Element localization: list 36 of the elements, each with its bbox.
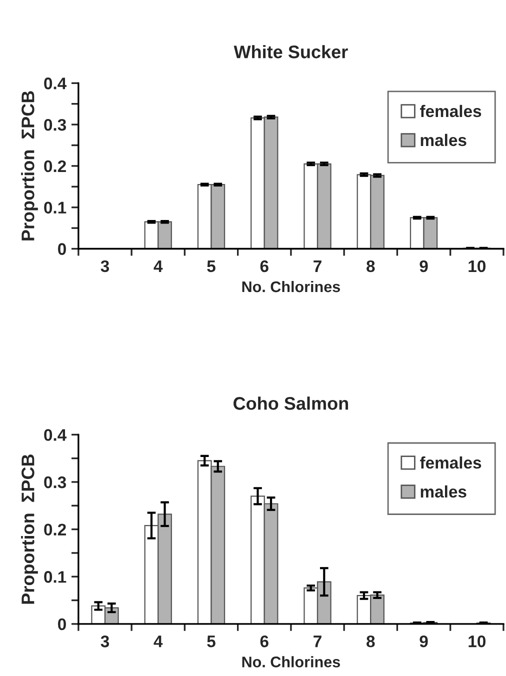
y-tick-label: 0 [58, 243, 66, 255]
legend-label: females [420, 104, 482, 118]
x-tick-label: 3 [100, 260, 110, 272]
x-tick-label: 5 [207, 260, 216, 272]
y-tick-label: 0.4 [44, 78, 67, 90]
x-tick-label: 10 [468, 260, 486, 272]
y-tick-label: 0.1 [44, 202, 66, 214]
x-tick-label: 7 [314, 636, 322, 648]
legend-label: males [420, 485, 466, 498]
y-tick-label: 0.3 [44, 476, 66, 488]
y-tick-label: 0.4 [44, 429, 67, 441]
y-tick-label: 0.2 [44, 524, 66, 536]
legend-label: females [420, 456, 482, 469]
x-tick-label: 6 [260, 636, 268, 648]
x-tick-label: 5 [207, 636, 216, 648]
x-tick-label: 6 [260, 260, 268, 272]
chart-title: White Sucker [234, 45, 348, 58]
x-tick-label: 9 [420, 636, 428, 648]
x-tick-label: 4 [154, 260, 163, 272]
y-axis-title: Proportion ΣPCB [21, 454, 38, 604]
chart-title: Coho Salmon [234, 396, 348, 410]
legend-label: males [420, 134, 466, 146]
y-tick-label: 0.1 [44, 571, 66, 583]
x-tick-label: 8 [366, 636, 375, 648]
x-tick-label: 4 [154, 636, 163, 648]
y-tick-label: 0.2 [44, 160, 66, 172]
x-tick-label: 7 [314, 260, 322, 272]
x-tick-label: 10 [468, 636, 486, 648]
y-tick-label: 0.3 [44, 118, 66, 131]
x-axis-title: No. Chlorines [242, 656, 340, 668]
y-tick-label: 0 [58, 618, 66, 630]
y-axis-title: Proportion ΣPCB [21, 91, 38, 240]
x-axis-title: No. Chlorines [242, 280, 340, 292]
x-tick-label: 3 [100, 636, 110, 648]
x-tick-label: 8 [366, 260, 375, 272]
x-tick-label: 9 [420, 260, 428, 272]
